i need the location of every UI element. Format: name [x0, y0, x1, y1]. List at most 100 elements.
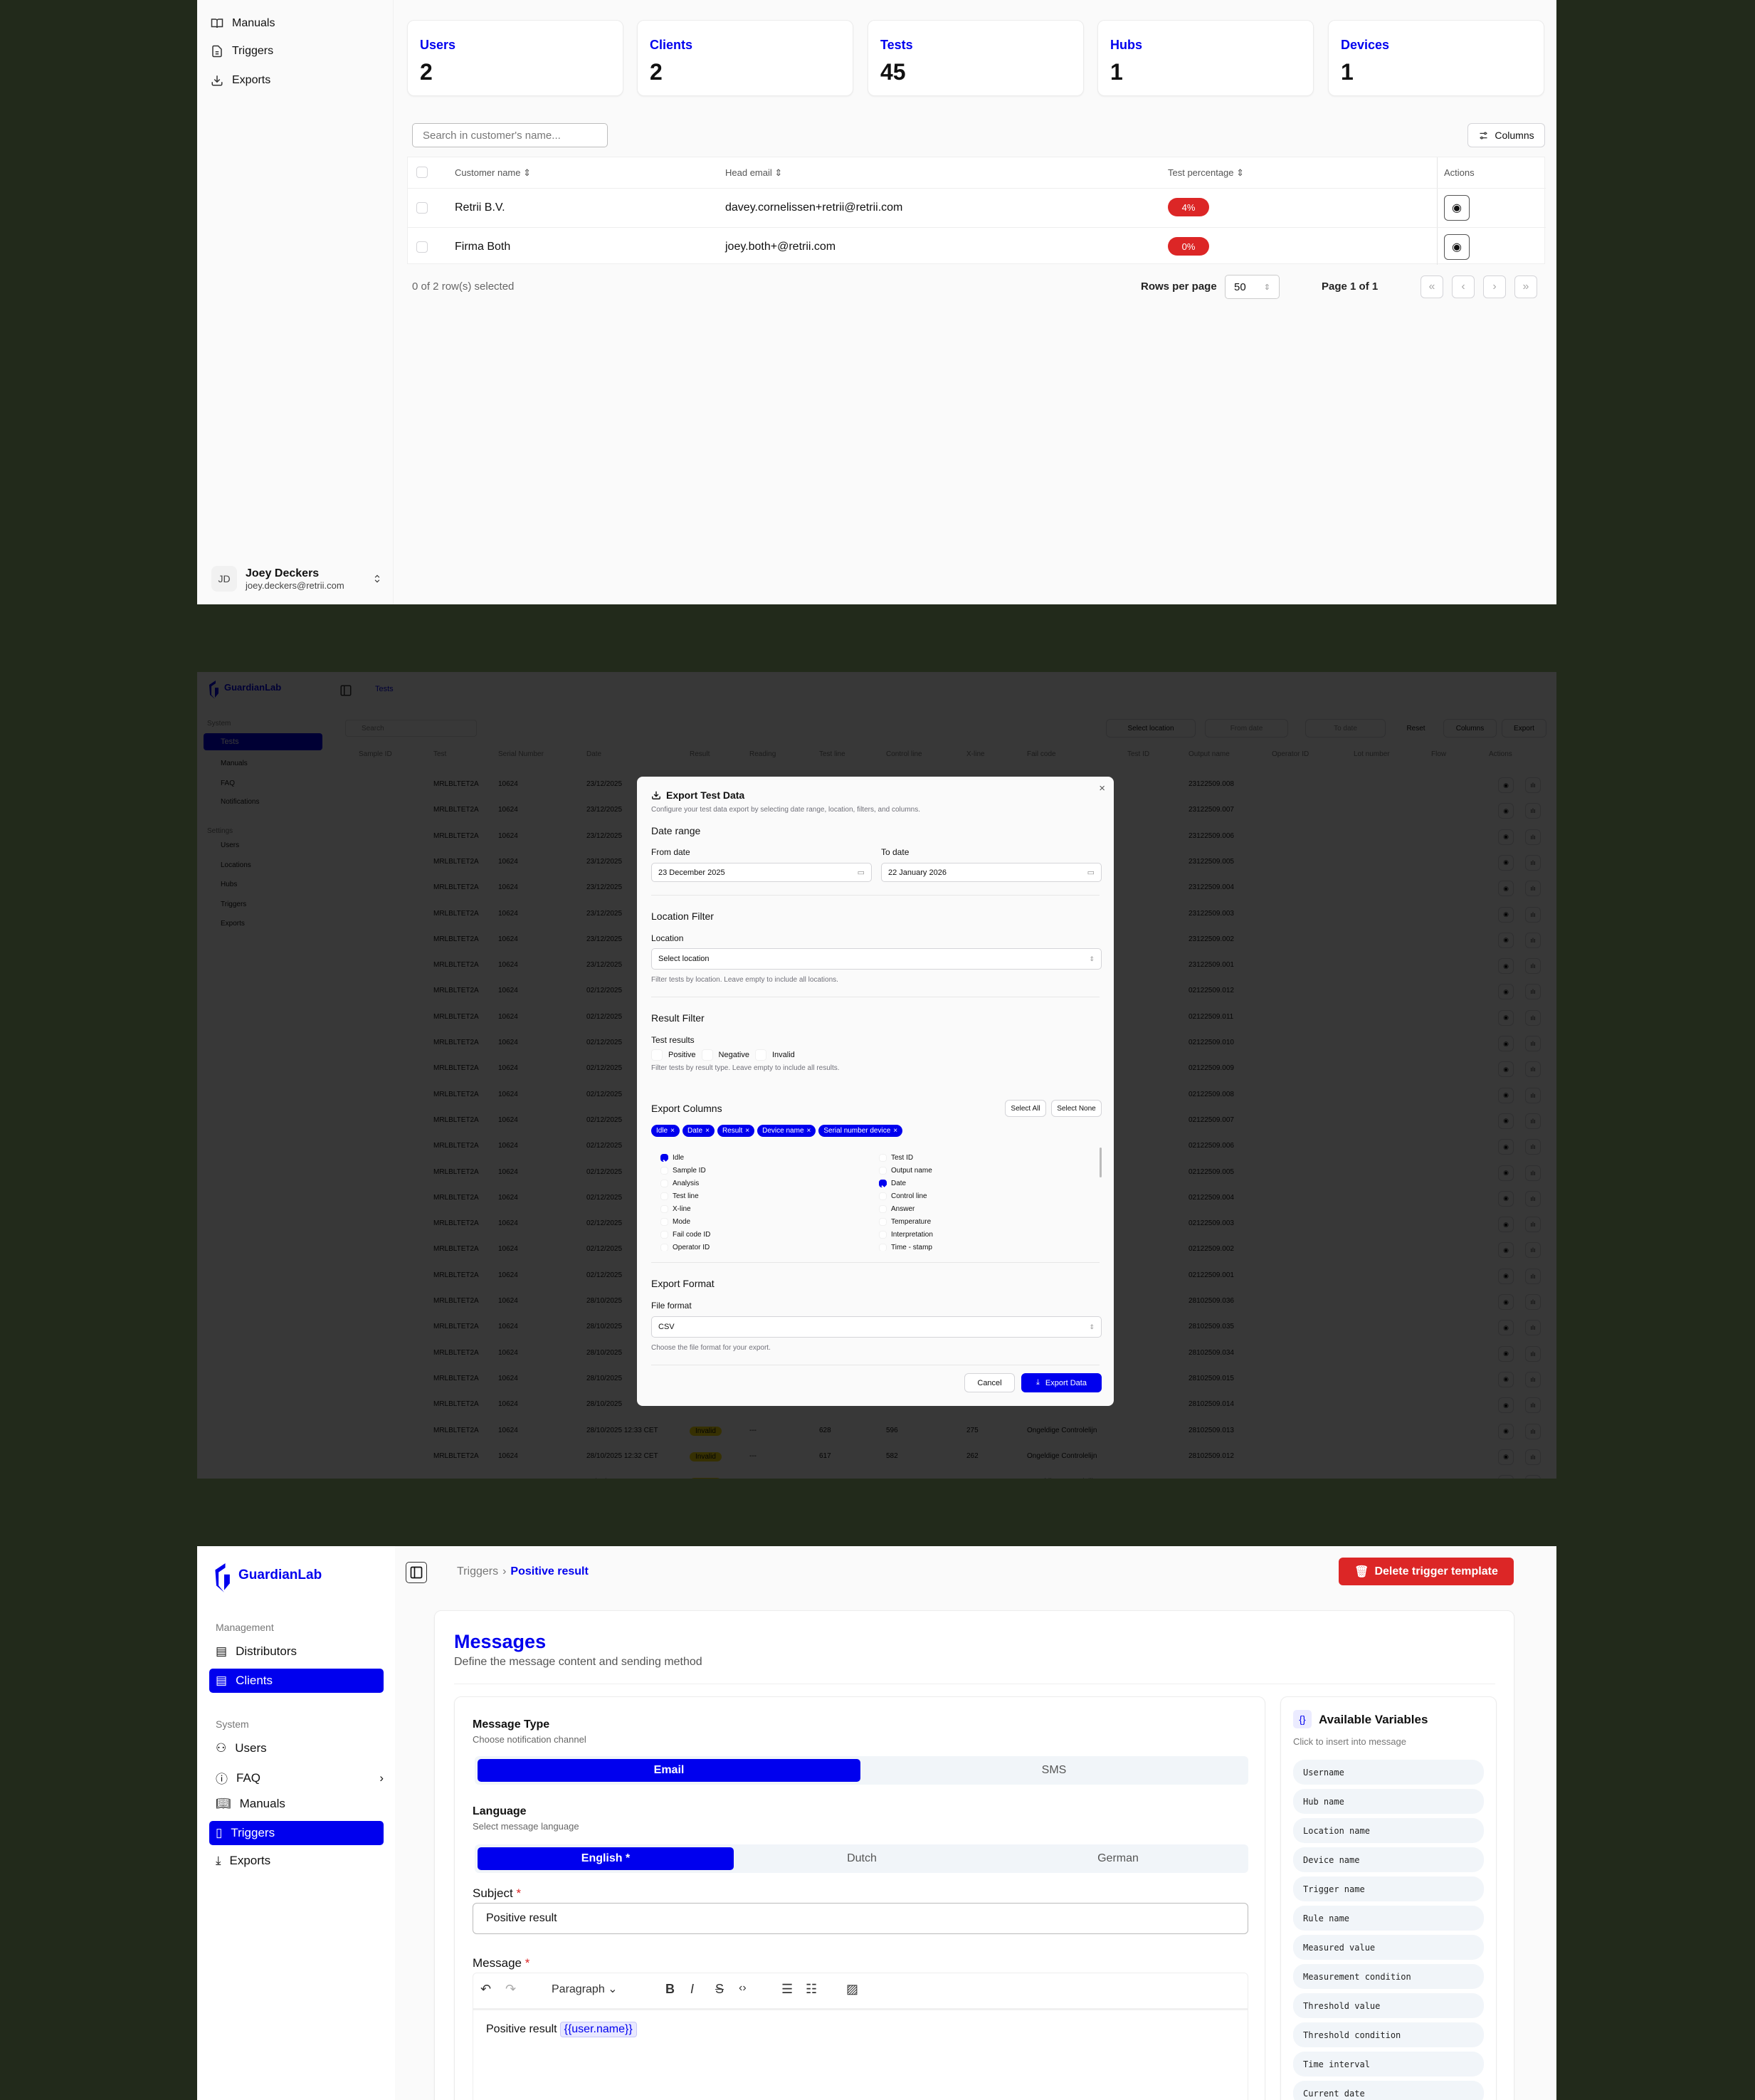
sidebar-toggle-icon[interactable] [339, 684, 352, 697]
view-button[interactable]: ◉ [1498, 1268, 1514, 1284]
to-date-button[interactable]: To date [1305, 719, 1386, 737]
close-icon[interactable]: × [1099, 782, 1105, 794]
select-all-checkbox[interactable] [416, 167, 428, 178]
scrollbar[interactable] [1100, 1148, 1102, 1177]
chart-button[interactable]: ılı [1525, 1165, 1541, 1181]
sidebar-item-users[interactable]: Users [221, 841, 240, 849]
chart-button[interactable]: ılı [1525, 854, 1541, 871]
sidebar-item-tests[interactable]: Tests [204, 733, 322, 750]
code-icon[interactable]: ‹› [739, 1982, 747, 1994]
sidebar-item-clients[interactable]: ▤ Clients [209, 1669, 384, 1693]
column-checkbox[interactable] [660, 1180, 668, 1187]
view-button[interactable]: ◉ [1498, 958, 1514, 975]
view-button[interactable]: ◉ [1498, 1061, 1514, 1078]
sidebar-item-locations[interactable]: Locations [221, 861, 251, 869]
view-button[interactable]: ◉ [1498, 932, 1514, 948]
tab-german[interactable]: German [1097, 1852, 1139, 1864]
remove-chip-icon[interactable]: × [893, 1127, 898, 1135]
column-checkbox[interactable] [879, 1192, 887, 1200]
column-header[interactable]: Date [586, 750, 602, 758]
to-date-input[interactable]: 22 January 2026 ▭ [881, 863, 1102, 882]
header-head-email[interactable]: Head email ⇕ [725, 167, 783, 178]
chart-button[interactable]: ılı [1525, 1036, 1541, 1051]
column-option[interactable]: Analysis [660, 1180, 699, 1187]
chart-button[interactable]: ılı [1525, 1087, 1541, 1103]
chart-button[interactable]: ılı [1525, 881, 1541, 897]
chart-button[interactable]: ılı [1525, 829, 1541, 845]
chart-button[interactable]: ılı [1525, 1009, 1541, 1026]
undo-icon[interactable]: ↶ [480, 1982, 492, 1996]
chart-button[interactable]: ılı [1525, 1423, 1541, 1439]
column-checkbox[interactable] [879, 1244, 887, 1251]
column-option[interactable]: Answer [879, 1205, 915, 1213]
view-button[interactable]: ◉ [1498, 1294, 1514, 1310]
export-data-button[interactable]: ⤓ Export Data [1021, 1373, 1102, 1392]
column-checkbox[interactable] [879, 1205, 887, 1213]
sidebar-item-triggers[interactable]: ▯ Triggers [209, 1821, 384, 1845]
view-button[interactable]: ◉ [1498, 881, 1514, 897]
sidebar-item-exports[interactable]: Exports [211, 74, 270, 87]
bold-icon[interactable]: B [665, 1982, 675, 1996]
sidebar-item-triggers[interactable]: Triggers [211, 45, 273, 58]
column-header[interactable]: Fail code [1027, 750, 1056, 758]
bullet-list-icon[interactable]: ☰ [781, 1982, 794, 1996]
sidebar-item-manuals[interactable]: Manuals [221, 760, 248, 767]
column-header[interactable]: Test line [819, 750, 845, 758]
column-checkbox[interactable] [660, 1231, 668, 1239]
view-button[interactable]: ◉ [1498, 1087, 1514, 1103]
sidebar-item-manuals[interactable]: Manuals [211, 17, 275, 30]
next-page-button[interactable]: › [1483, 275, 1506, 298]
sidebar-item-manuals[interactable]: 📖︎ Manuals [216, 1797, 285, 1810]
editor-content[interactable]: Positive result {{user.name}} [486, 2022, 637, 2037]
variable-chip[interactable]: Time interval [1293, 2052, 1484, 2077]
export-button[interactable]: Export [1502, 719, 1546, 737]
italic-icon[interactable]: I [690, 1982, 695, 1996]
chart-button[interactable]: ılı [1525, 1139, 1541, 1155]
column-header[interactable]: Test [433, 750, 447, 758]
chart-button[interactable]: ılı [1525, 984, 1541, 1000]
column-option[interactable]: X-line [660, 1205, 691, 1213]
from-date-input[interactable]: 23 December 2025 ▭ [651, 863, 872, 882]
remove-chip-icon[interactable]: × [806, 1127, 811, 1135]
column-option[interactable]: Test ID [879, 1154, 913, 1162]
invalid-checkbox[interactable] [754, 1049, 766, 1061]
variable-chip[interactable]: Threshold condition [1293, 2022, 1484, 2047]
chart-button[interactable]: ılı [1525, 803, 1541, 819]
column-header[interactable]: Control line [886, 750, 922, 758]
variable-chip[interactable]: Location name [1293, 1818, 1484, 1843]
column-option[interactable]: Time - stamp [879, 1244, 932, 1251]
sidebar-item-faq[interactable]: FAQ [221, 779, 236, 787]
view-button[interactable]: ◉ [1498, 1217, 1514, 1233]
view-button[interactable]: ◉ [1498, 1190, 1514, 1207]
column-header[interactable]: Output name [1189, 750, 1230, 758]
chart-button[interactable]: ılı [1525, 1061, 1541, 1078]
variable-chip[interactable]: Device name [1293, 1847, 1484, 1872]
select-location-button[interactable]: Select location [1106, 719, 1196, 737]
column-option[interactable]: Output name [879, 1167, 932, 1175]
column-checkbox[interactable] [660, 1205, 668, 1213]
row-checkbox[interactable] [416, 241, 428, 253]
column-option[interactable]: Operator ID [660, 1244, 710, 1251]
chart-button[interactable]: ılı [1525, 1475, 1541, 1479]
chart-button[interactable]: ılı [1525, 1320, 1541, 1336]
view-button[interactable]: ◉ [1498, 1113, 1514, 1129]
chart-button[interactable]: ılı [1525, 1242, 1541, 1259]
negative-checkbox[interactable] [701, 1049, 713, 1061]
chart-button[interactable]: ılı [1525, 777, 1541, 793]
customer-search-input[interactable]: Search in customer's name... [412, 123, 608, 147]
reset-button[interactable]: Reset [1396, 719, 1435, 737]
column-header[interactable]: Operator ID [1272, 750, 1309, 758]
column-checkbox[interactable] [660, 1167, 668, 1175]
sidebar-toggle-icon[interactable] [406, 1562, 427, 1583]
chart-button[interactable]: ılı [1525, 906, 1541, 923]
view-button[interactable]: ◉ [1498, 1242, 1514, 1259]
column-option[interactable]: Temperature [879, 1218, 931, 1226]
column-option[interactable]: Sample ID [660, 1167, 706, 1175]
header-customer-name[interactable]: Customer name ⇕ [455, 167, 531, 178]
column-option[interactable]: Test line [660, 1192, 699, 1200]
variable-chip[interactable]: Trigger name [1293, 1876, 1484, 1901]
column-header[interactable]: Test ID [1127, 750, 1150, 758]
column-header[interactable]: Reading [749, 750, 776, 758]
column-option[interactable]: Interpretation [879, 1231, 933, 1239]
paragraph-select[interactable]: Paragraph ⌄ [552, 1983, 618, 1995]
